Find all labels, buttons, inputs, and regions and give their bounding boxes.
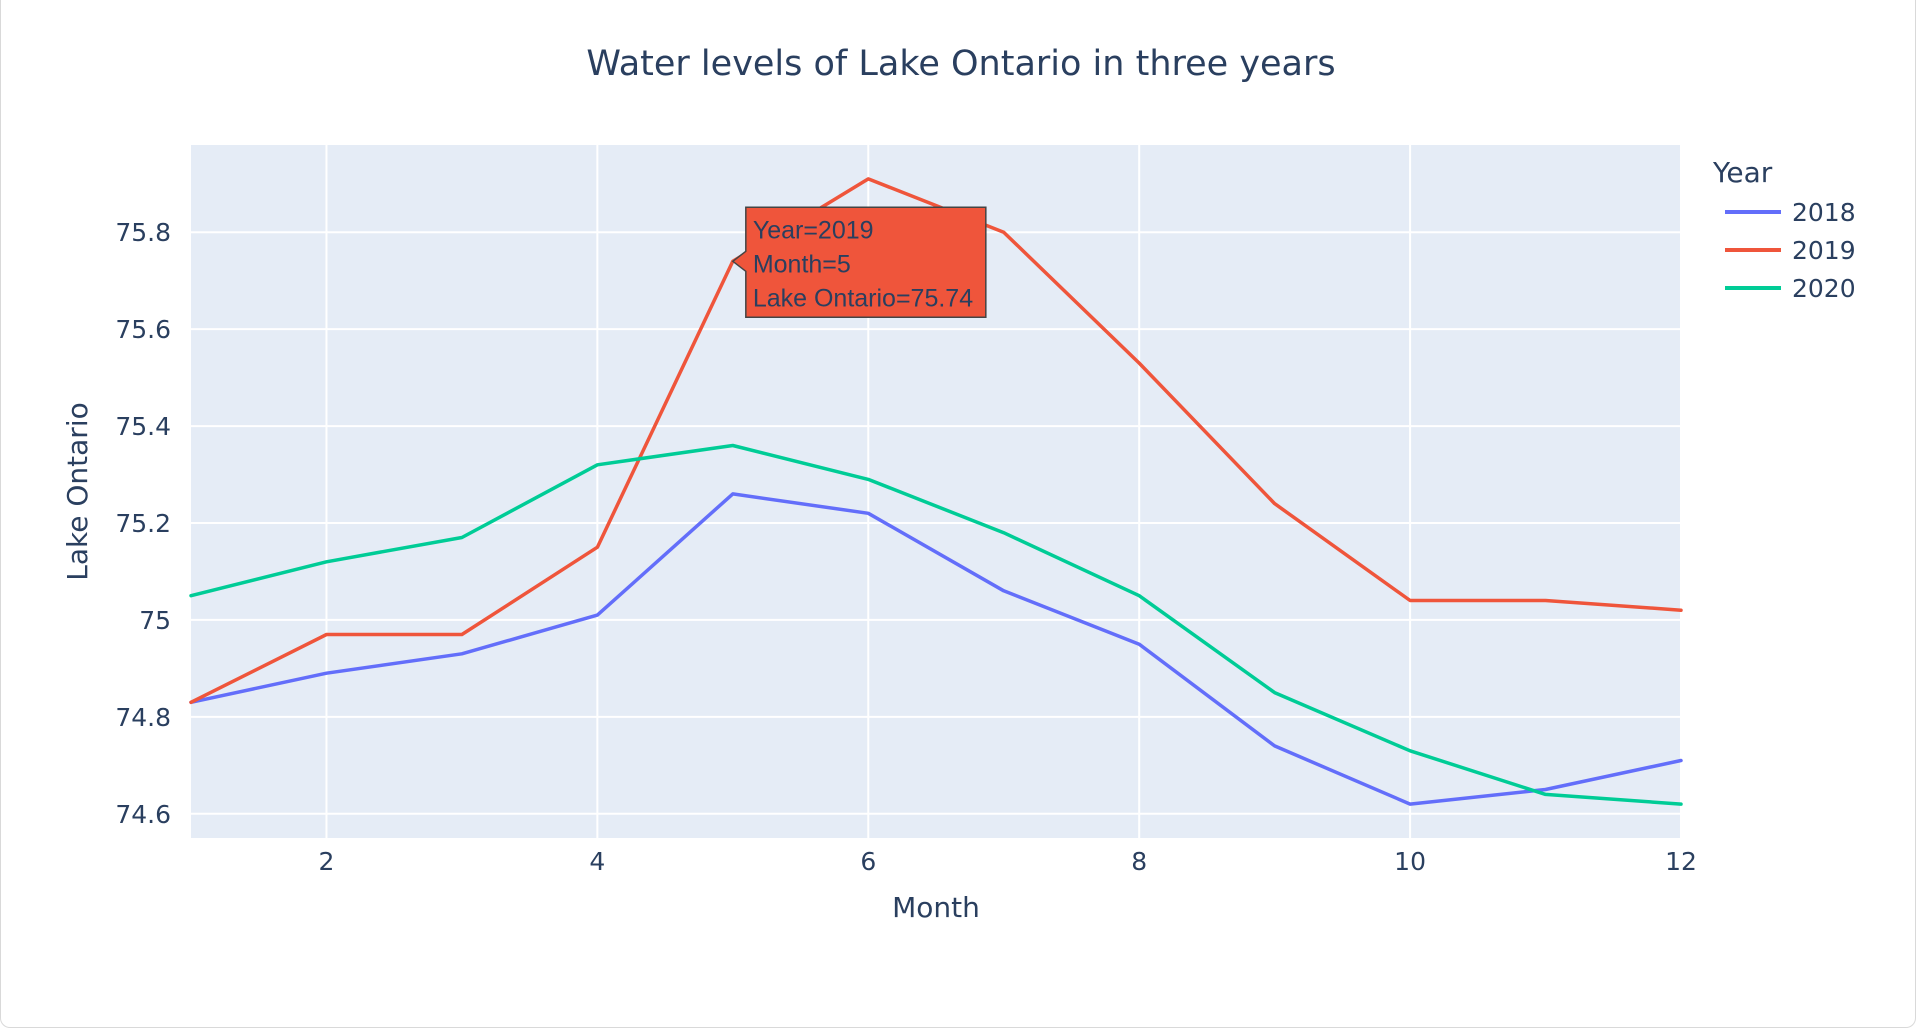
x-tick-label: 4	[589, 847, 605, 876]
legend-item-2020[interactable]: 2020	[1725, 274, 1856, 303]
legend[interactable]: Year 2018 2019 2020	[1712, 156, 1856, 303]
tooltip-box	[731, 206, 987, 319]
tooltip-line: Year=2019	[753, 216, 874, 244]
x-tick-label: 8	[1131, 847, 1147, 876]
series-line-2018[interactable]	[189, 492, 1683, 806]
series-lines	[189, 177, 1683, 806]
x-tick-label: 6	[860, 847, 876, 876]
legend-label: 2018	[1792, 198, 1856, 227]
legend-label: 2019	[1792, 236, 1856, 265]
x-tick-label: 12	[1665, 847, 1697, 876]
tick-labels: 2 4 6 8 10 12 74.6 74.8 75 75.2 75.4 75.6 75.8	[115, 218, 1697, 876]
y-tick-label: 75	[139, 606, 171, 635]
x-tick-label: 2	[319, 847, 335, 876]
y-tick-label: 75.4	[115, 412, 171, 441]
x-tick-label: 10	[1394, 847, 1426, 876]
y-tick-label: 74.6	[115, 800, 171, 829]
legend-item-2018[interactable]: 2018	[1725, 198, 1856, 227]
x-axis-title: Month	[892, 891, 980, 924]
series-line-2019[interactable]	[189, 177, 1683, 705]
legend-item-2019[interactable]: 2019	[1725, 236, 1856, 265]
y-tick-label: 75.2	[115, 509, 171, 538]
y-tick-label: 75.6	[115, 315, 171, 344]
legend-title: Year	[1712, 156, 1773, 189]
hover-tooltip: Year=2019 Month=5 Lake Ontario=75.74	[731, 206, 987, 319]
series-line-2020[interactable]	[189, 443, 1683, 806]
y-axis-title: Lake Ontario	[61, 402, 94, 580]
chart-title: Water levels of Lake Ontario in three ye…	[586, 44, 1335, 84]
y-tick-label: 74.8	[115, 703, 171, 732]
tooltip-line: Lake Ontario=75.74	[753, 284, 973, 312]
legend-label: 2020	[1792, 274, 1856, 303]
tooltip-line: Month=5	[753, 250, 851, 278]
y-tick-label: 75.8	[115, 218, 171, 247]
